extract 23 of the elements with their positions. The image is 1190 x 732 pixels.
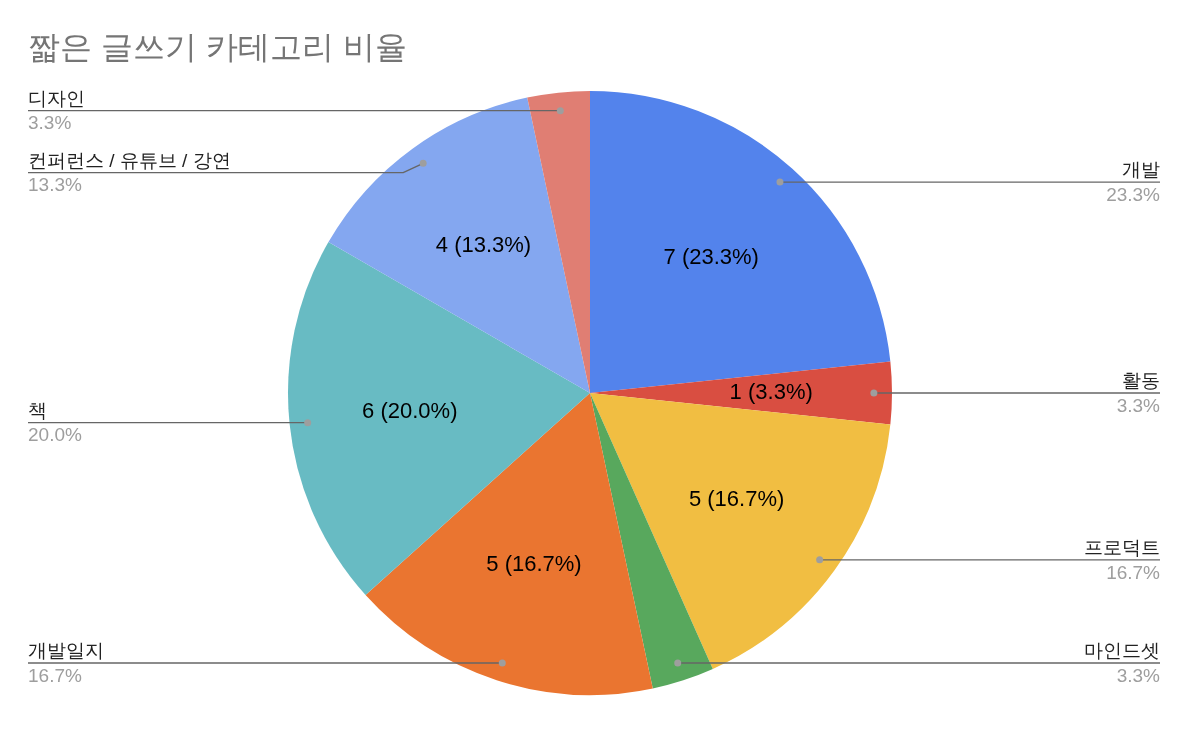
- data-label: 7 (23.3%): [663, 244, 759, 270]
- text: 3.3%: [1116, 664, 1161, 686]
- text: 3.3%: [28, 112, 72, 134]
- slice-label: 개발: [1122, 159, 1160, 181]
- slice-label: 마인드셋: [1084, 639, 1160, 661]
- text: 3.3%: [1116, 394, 1161, 416]
- slice-label: 프로덕트: [1084, 536, 1160, 558]
- text: 16.7%: [28, 664, 82, 686]
- slice-label: 개발일지: [28, 639, 104, 661]
- data-label: 1 (3.3%): [729, 379, 813, 405]
- data-label: 4 (13.3%): [435, 232, 532, 258]
- text: 20.0%: [28, 424, 82, 446]
- slice-label: 컨퍼런스 / 유튜브 / 강연: [28, 149, 231, 171]
- text: 13.3%: [28, 174, 82, 196]
- data-label: 6 (20.0%): [362, 398, 458, 423]
- text: 16.7%: [1106, 561, 1161, 583]
- chart-title: 짧은 글쓰기 카테고리 비율: [28, 29, 407, 65]
- slice-label: 책: [28, 399, 47, 421]
- slice-label: 디자인: [28, 87, 85, 109]
- data-label: 5 (16.7%): [688, 485, 785, 511]
- slice-label: 활동: [1122, 370, 1160, 391]
- data-label: 5 (16.7%): [486, 551, 582, 577]
- text: 23.3%: [1106, 183, 1161, 205]
